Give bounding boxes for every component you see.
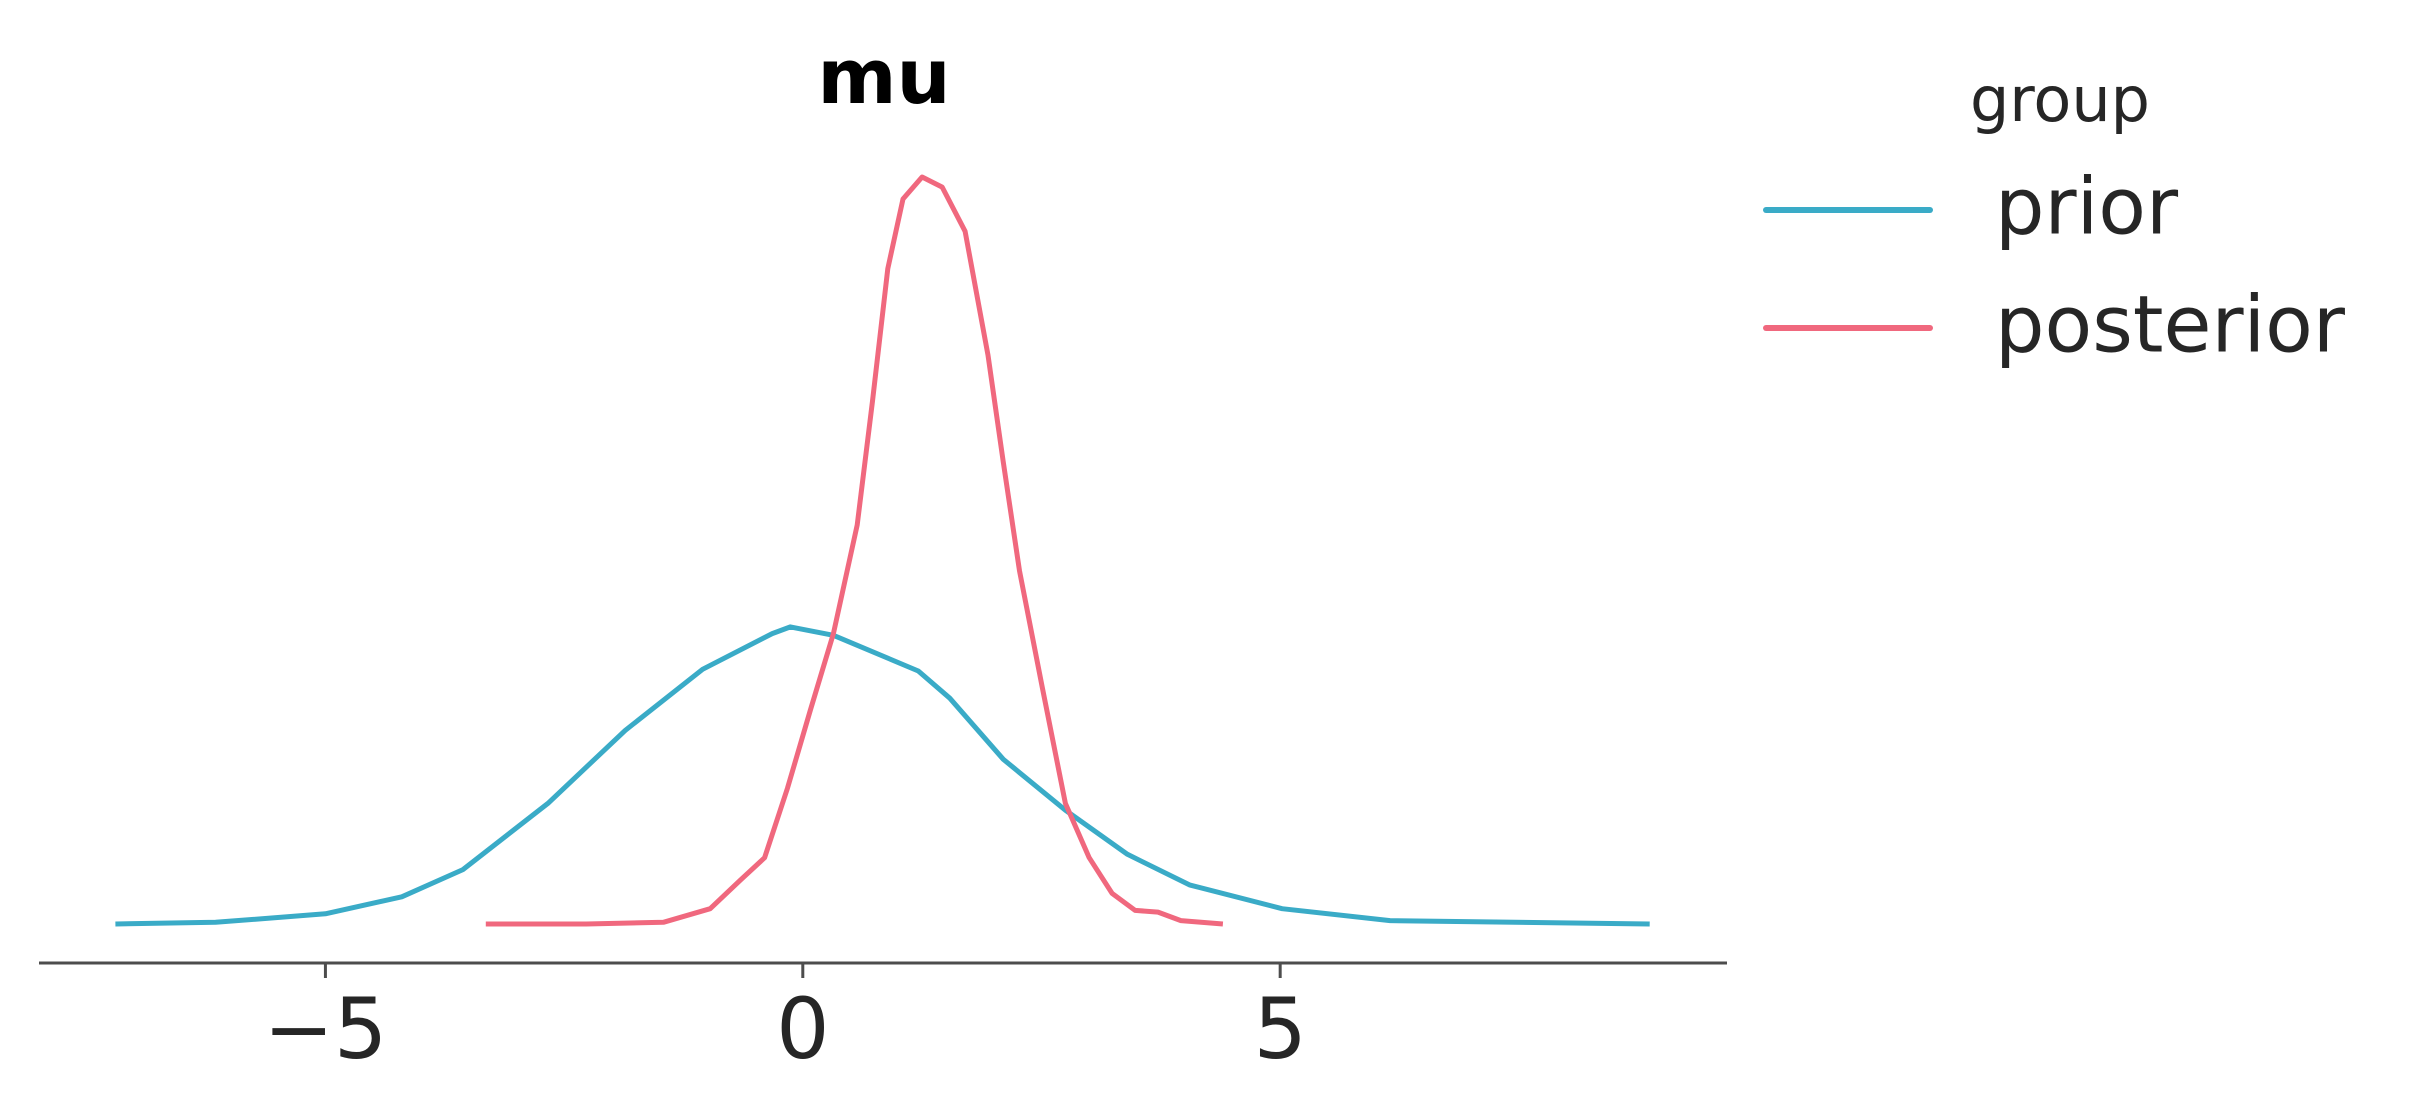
line — [115, 624, 1650, 927]
x-tick-label: 0 — [776, 980, 829, 1078]
line — [485, 174, 1224, 927]
x-tick-label: −5 — [264, 980, 388, 1078]
legend-label: posterior — [1995, 280, 2346, 370]
legend-label: prior — [1995, 162, 2179, 252]
legend-title: group — [1970, 63, 2150, 136]
chart-title: mu — [817, 32, 950, 121]
x-tick-label: 5 — [1253, 980, 1306, 1078]
